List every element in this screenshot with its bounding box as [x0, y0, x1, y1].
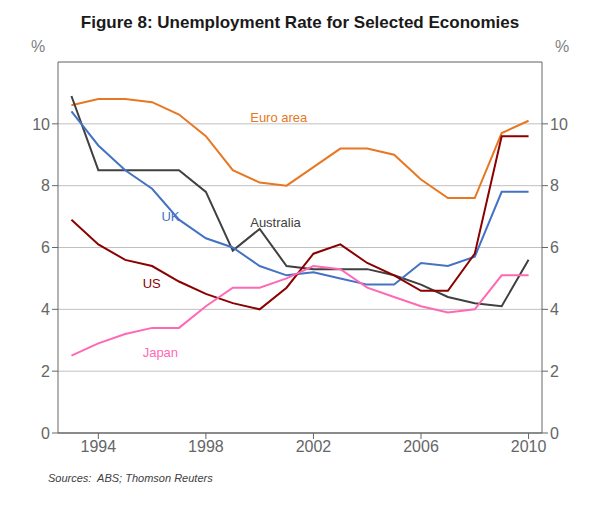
svg-text:6: 6	[41, 239, 50, 256]
svg-text:Australia: Australia	[250, 215, 301, 230]
svg-text:%: %	[555, 38, 569, 55]
svg-text:8: 8	[41, 177, 50, 194]
svg-text:10: 10	[550, 116, 568, 133]
svg-text:2002: 2002	[296, 438, 332, 455]
svg-text:Japan: Japan	[143, 345, 178, 360]
svg-text:1994: 1994	[81, 438, 117, 455]
svg-text:4: 4	[41, 301, 50, 318]
svg-text:%: %	[31, 38, 45, 55]
svg-text:US: US	[143, 276, 161, 291]
svg-text:2: 2	[41, 363, 50, 380]
svg-text:UK: UK	[161, 209, 179, 224]
svg-text:2: 2	[550, 363, 559, 380]
html-text:Sources: ABS; Thomson Reuters: Sources: ABS; Thomson Reuters	[48, 472, 213, 484]
svg-text:4: 4	[550, 301, 559, 318]
svg-text:0: 0	[550, 425, 559, 442]
svg-text:1998: 1998	[188, 438, 224, 455]
svg-text:Euro area: Euro area	[250, 110, 308, 125]
svg-text:8: 8	[550, 177, 559, 194]
svg-text:2010: 2010	[511, 438, 547, 455]
svg-text:2006: 2006	[403, 438, 439, 455]
svg-text:6: 6	[550, 239, 559, 256]
svg-text:0: 0	[41, 425, 50, 442]
html-text:Figure 8: Unemployment Rate fo: Figure 8: Unemployment Rate for Selected…	[80, 13, 520, 32]
svg-text:10: 10	[32, 116, 50, 133]
